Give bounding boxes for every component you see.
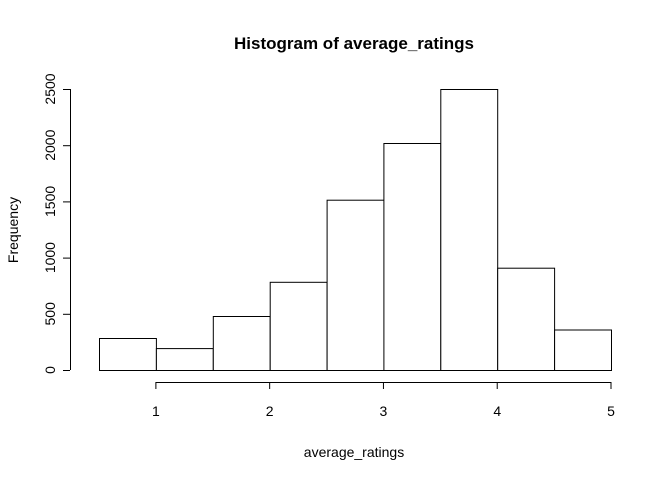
histogram-bar (99, 338, 157, 371)
histogram-bar (155, 348, 214, 372)
x-tick-label: 4 (493, 403, 501, 419)
y-tick-label: 500 (42, 302, 58, 326)
y-tick-label: 2000 (42, 129, 58, 160)
y-axis-label: Frequency (5, 197, 21, 263)
histogram-bar (269, 281, 328, 371)
histogram-bar (440, 89, 499, 371)
histogram-bar (212, 316, 271, 371)
histogram-bar (326, 199, 385, 371)
histogram-bars (99, 89, 612, 372)
x-tick-label: 2 (266, 403, 274, 419)
x-tick-label: 3 (380, 403, 388, 419)
x-axis-label: average_ratings (304, 444, 404, 460)
x-tick-label: 1 (152, 403, 160, 419)
y-tick-label: 1500 (42, 186, 58, 217)
histogram-bar (497, 267, 556, 372)
y-tick-label: 2500 (42, 73, 58, 104)
y-tick-label: 1000 (42, 242, 58, 273)
x-axis: 1 2 3 4 5 (152, 382, 615, 419)
histogram-bar (554, 329, 612, 371)
x-tick-label: 5 (607, 403, 615, 419)
y-tick-label: 0 (42, 366, 58, 374)
y-axis: 0 500 1000 1500 2000 2500 (42, 73, 71, 374)
histogram-bar (383, 143, 442, 371)
chart-title: Histogram of average_ratings (234, 34, 474, 53)
